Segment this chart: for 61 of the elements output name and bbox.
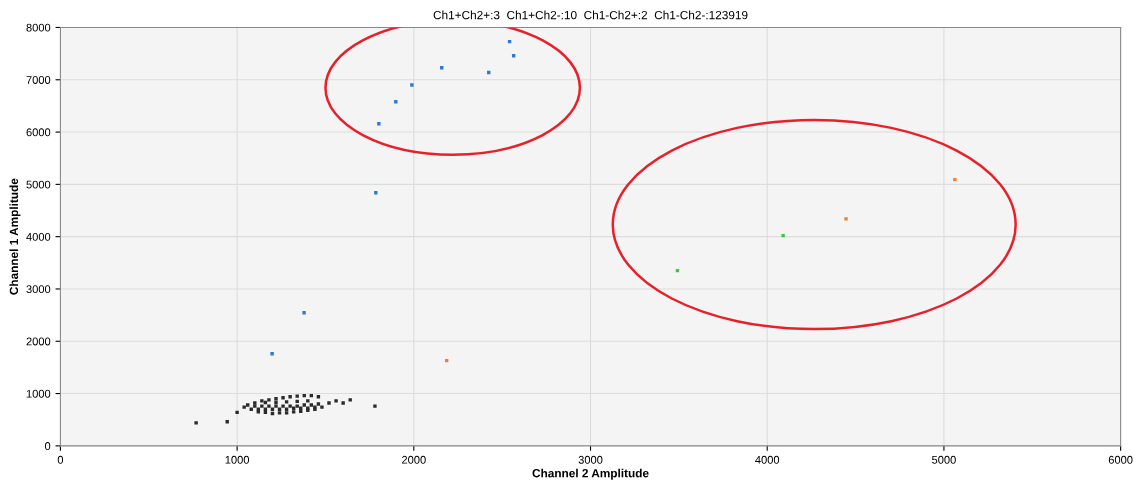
- x-tick-label: 6000: [1108, 455, 1133, 464]
- point: [410, 83, 414, 87]
- point: [288, 394, 292, 399]
- point: [306, 399, 310, 403]
- point: [341, 401, 345, 405]
- x-tick-label: 5000: [932, 455, 956, 464]
- y-tick-label: 2000: [26, 337, 51, 346]
- y-tick-label: 1000: [26, 389, 51, 398]
- point: [284, 411, 289, 415]
- chart-title: Ch1+Ch2+:3 Ch1+Ch2-:10 Ch1-Ch2+:2 Ch1-Ch2-:123919: [433, 10, 748, 20]
- point: [327, 401, 331, 405]
- point: [295, 399, 299, 404]
- point: [246, 403, 250, 407]
- point: [281, 396, 285, 400]
- point: [302, 403, 306, 407]
- y-tick-label: 4000: [26, 232, 51, 241]
- point: [277, 411, 282, 415]
- point: [348, 398, 352, 402]
- point: [299, 406, 303, 410]
- x-tick-label: 3000: [578, 455, 603, 464]
- y-axis-title: Channel 1 Amplitude: [9, 178, 21, 295]
- point: [267, 404, 271, 408]
- point: [844, 217, 848, 221]
- point: [274, 397, 278, 401]
- point: [270, 352, 274, 356]
- point: [291, 406, 296, 410]
- point: [284, 400, 289, 404]
- x-tick-label: 1000: [225, 455, 250, 464]
- point: [316, 402, 321, 406]
- point: [334, 399, 338, 403]
- point: [291, 410, 296, 414]
- point: [295, 394, 299, 398]
- point: [242, 405, 246, 409]
- y-tick-label: 0: [44, 442, 51, 450]
- point: [377, 122, 381, 126]
- y-tick-label: 3000: [26, 285, 51, 294]
- x-tick-label: 0: [57, 455, 64, 464]
- point: [260, 404, 264, 408]
- point: [281, 404, 285, 408]
- point: [274, 400, 278, 405]
- point: [295, 404, 299, 408]
- x-tick-label: 2000: [402, 455, 426, 464]
- point: [373, 404, 377, 408]
- y-tick-label: 7000: [26, 76, 51, 84]
- point: [781, 233, 785, 238]
- y-tick-label: 8000: [26, 23, 51, 32]
- point: [320, 405, 324, 409]
- x-axis-title: Channel 2 Amplitude: [532, 468, 649, 480]
- point: [260, 399, 264, 403]
- y-tick-label: 5000: [26, 180, 51, 189]
- point: [235, 410, 239, 415]
- x-tick-label: 4000: [755, 455, 780, 464]
- point: [288, 404, 292, 408]
- y-tick-label: 6000: [26, 128, 51, 137]
- point: [274, 404, 278, 408]
- point: [309, 403, 314, 407]
- point: [302, 311, 306, 315]
- point: [194, 421, 198, 425]
- point: [953, 177, 957, 182]
- point: [374, 191, 378, 195]
- point: [267, 398, 271, 402]
